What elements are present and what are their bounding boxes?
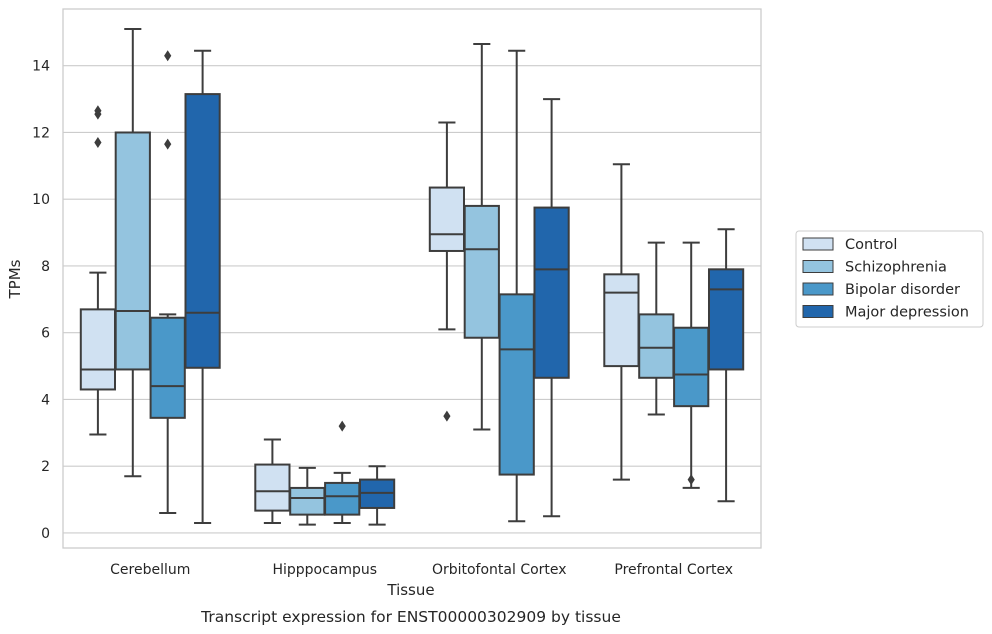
- y-tick-label: 0: [41, 526, 50, 542]
- box-2-2: [498, 49, 535, 523]
- legend-swatch: [802, 260, 834, 273]
- iqr-box: [428, 186, 466, 252]
- outlier-marker: [94, 136, 102, 148]
- y-tick-label: 10: [32, 192, 50, 208]
- legend-label: Schizophrenia: [845, 260, 947, 276]
- iqr-box: [184, 93, 221, 369]
- plot-frame: [62, 8, 762, 549]
- x-axis-title: Tissue: [386, 581, 434, 599]
- box-0-0: [79, 105, 117, 436]
- x-tick-label: Prefrontal Cortex: [614, 562, 733, 578]
- iqr-box: [533, 206, 570, 379]
- y-tick-label: 4: [41, 392, 50, 408]
- box-3-3: [707, 228, 745, 503]
- legend-swatch: [802, 237, 834, 251]
- x-tick-label: Hipppocampus: [272, 562, 377, 578]
- iqr-box: [707, 268, 745, 371]
- box-3-0: [603, 163, 640, 481]
- box-3-1: [638, 241, 675, 416]
- iqr-box: [498, 293, 535, 476]
- box-1-2: [324, 420, 361, 524]
- iqr-box: [149, 316, 186, 419]
- iqr-box: [463, 204, 500, 339]
- outlier-marker: [164, 50, 172, 62]
- legend-frame: [795, 230, 984, 328]
- iqr-box: [289, 486, 326, 516]
- iqr-box: [603, 273, 640, 368]
- outlier-marker: [164, 138, 172, 150]
- outlier-marker: [687, 474, 695, 486]
- y-tick-label: 12: [32, 125, 50, 141]
- y-tick-label: 8: [41, 259, 50, 275]
- legend-label: Control: [845, 237, 897, 253]
- legend-label: Bipolar disorder: [845, 282, 960, 298]
- outlier-marker: [94, 105, 102, 117]
- box-0-2: [149, 50, 186, 514]
- y-tick-label: 6: [41, 326, 50, 342]
- legend: Control Schizophrenia Bipolar disorder Majo…: [795, 230, 984, 328]
- legend-swatch: [802, 282, 834, 296]
- iqr-box: [324, 481, 361, 516]
- y-tick-label: 14: [32, 59, 50, 75]
- y-axis-title: TPMs: [6, 259, 24, 299]
- x-tick-label: Orbitofontal Cortex: [432, 562, 567, 578]
- boxes: [79, 28, 745, 526]
- iqr-box: [114, 131, 151, 371]
- box-3-2: [673, 241, 710, 489]
- legend-swatch: [802, 305, 834, 318]
- box-2-1: [463, 43, 500, 431]
- x-tick-label: Cerebellum: [110, 562, 190, 578]
- box-2-0: [428, 121, 466, 422]
- box-2-3: [533, 98, 570, 518]
- x-tick-labels: Cerebellum Hipppocampus Orbitofontal Corte…: [110, 562, 733, 578]
- legend-label: Major depression: [845, 305, 969, 321]
- box-1-0: [254, 438, 291, 524]
- iqr-box: [254, 463, 291, 512]
- figure-caption: Transcript expression for ENST0000030290…: [200, 608, 621, 626]
- y-tick-label: 2: [41, 459, 50, 475]
- iqr-box: [638, 313, 675, 379]
- box-0-3: [184, 49, 221, 524]
- iqr-box: [79, 308, 117, 391]
- box-1-1: [289, 466, 326, 526]
- box-0-1: [114, 28, 151, 478]
- box-1-3: [358, 465, 396, 526]
- outlier-marker: [338, 420, 346, 432]
- y-tick-labels: 0 2 4 6 8 10 12 14: [32, 59, 50, 542]
- outlier-marker: [443, 410, 451, 422]
- iqr-box: [673, 326, 710, 408]
